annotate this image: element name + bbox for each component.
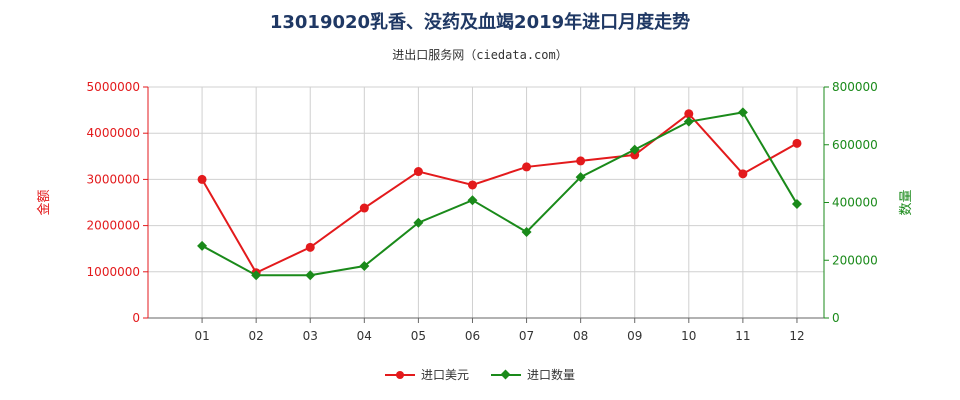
data-point-0 <box>359 203 369 213</box>
axes: 0100000020000003000000400000050000000200… <box>87 80 878 343</box>
data-point-0 <box>792 138 802 148</box>
left-axis-label: 金额 <box>36 189 52 215</box>
x-tick-label: 04 <box>357 329 372 343</box>
data-point-0 <box>684 109 694 119</box>
x-tick-label: 03 <box>303 329 318 343</box>
left-tick-label: 4000000 <box>87 126 140 140</box>
legend-item-usd[interactable]: 进口美元 <box>384 366 469 383</box>
grid-lines <box>148 86 824 319</box>
x-tick-label: 12 <box>789 329 804 343</box>
right-tick-label: 600000 <box>832 138 878 152</box>
series-layer <box>197 107 802 281</box>
chart-subtitle: 进出口服务网（ciedata.com） <box>392 48 568 62</box>
x-tick-label: 09 <box>627 329 642 343</box>
data-point-1 <box>251 270 262 281</box>
legend-swatch-quantity <box>491 369 521 381</box>
data-point-0 <box>305 242 315 252</box>
legend-label-quantity: 进口数量 <box>527 368 576 382</box>
data-point-1 <box>305 270 316 281</box>
left-tick-label: 1000000 <box>87 265 140 279</box>
data-point-1 <box>737 107 748 118</box>
data-point-1 <box>197 240 208 251</box>
data-point-0 <box>197 174 207 184</box>
chart-title: 13019020乳香、没药及血竭2019年进口月度走势 <box>269 12 691 33</box>
right-tick-label: 200000 <box>832 253 878 267</box>
data-point-0 <box>522 162 532 172</box>
x-tick-label: 02 <box>249 329 264 343</box>
legend-label-usd: 进口美元 <box>420 368 469 382</box>
legend-swatch-usd <box>384 369 415 381</box>
legend: 进口美元 进口数量 <box>0 366 960 383</box>
right-tick-label: 400000 <box>832 196 878 210</box>
x-tick-label: 08 <box>573 329 588 343</box>
x-tick-label: 07 <box>519 329 534 343</box>
left-tick-label: 3000000 <box>87 172 140 186</box>
legend-item-quantity[interactable]: 进口数量 <box>491 366 575 383</box>
right-axis-label: 数量 <box>899 189 914 215</box>
data-point-1 <box>629 144 640 155</box>
data-point-0 <box>413 167 423 177</box>
data-point-0 <box>738 169 748 179</box>
data-point-1 <box>413 217 424 228</box>
right-tick-label: 800000 <box>832 80 878 94</box>
data-point-0 <box>467 180 477 190</box>
series-line-0 <box>201 112 798 275</box>
x-tick-label: 01 <box>194 329 209 343</box>
data-point-1 <box>359 261 370 272</box>
series-line-1 <box>201 111 798 277</box>
data-point-1 <box>575 172 586 183</box>
x-tick-label: 05 <box>411 329 426 343</box>
x-tick-label: 06 <box>465 329 480 343</box>
data-point-1 <box>467 195 478 206</box>
data-point-1 <box>791 198 802 209</box>
x-tick-label: 10 <box>681 329 696 343</box>
data-point-0 <box>576 156 586 166</box>
data-point-0 <box>630 150 640 160</box>
left-tick-label: 2000000 <box>87 219 140 233</box>
left-tick-label: 5000000 <box>87 80 140 94</box>
data-point-1 <box>521 226 532 237</box>
data-point-1 <box>683 116 694 127</box>
right-tick-label: 0 <box>832 311 840 325</box>
left-tick-label: 0 <box>132 311 140 325</box>
x-tick-label: 11 <box>735 329 750 343</box>
